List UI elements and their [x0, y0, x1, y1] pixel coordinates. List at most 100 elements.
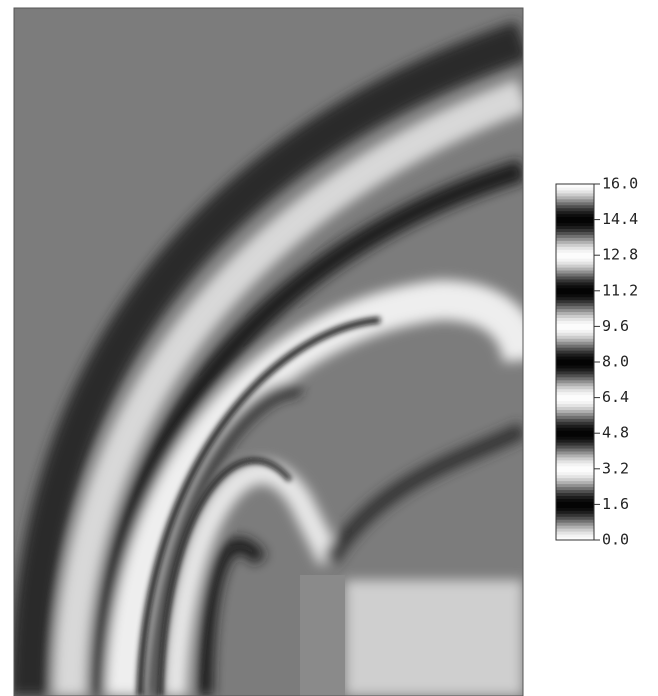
- colorbar-cell: [556, 475, 594, 478]
- colorbar-tick-label: 11.2: [602, 281, 638, 299]
- colorbar-tick-label: 3.2: [602, 459, 629, 477]
- colorbar-cell: [556, 398, 594, 401]
- colorbar: [556, 184, 594, 541]
- colorbar-cell: [556, 344, 594, 347]
- colorbar-tick-label: 9.6: [602, 317, 629, 335]
- colorbar-cell: [556, 407, 594, 410]
- colorbar-cell: [556, 323, 594, 326]
- colorbar-cell: [556, 309, 594, 312]
- colorbar-cell: [556, 220, 594, 223]
- colorbar-cell: [556, 214, 594, 217]
- fringe-image: [14, 8, 523, 696]
- colorbar-cell: [556, 510, 594, 513]
- colorbar-cell: [556, 498, 594, 501]
- colorbar-cell: [556, 365, 594, 368]
- colorbar-cell: [556, 493, 594, 496]
- colorbar-cell: [556, 243, 594, 246]
- colorbar-cell: [556, 217, 594, 220]
- colorbar-cell: [556, 291, 594, 294]
- colorbar-cell: [556, 208, 594, 211]
- colorbar-cell: [556, 196, 594, 199]
- colorbar-cell: [556, 478, 594, 481]
- colorbar-cell: [556, 261, 594, 264]
- colorbar-cell: [556, 234, 594, 237]
- colorbar-cell: [556, 359, 594, 362]
- colorbar-cell: [556, 513, 594, 516]
- colorbar-cell: [556, 255, 594, 258]
- colorbar-cell: [556, 401, 594, 404]
- colorbar-cell: [556, 439, 594, 442]
- colorbar-tick-label: 14.4: [602, 210, 638, 228]
- colorbar-cell: [556, 199, 594, 202]
- colorbar-cell: [556, 312, 594, 315]
- colorbar-cell: [556, 318, 594, 321]
- colorbar-cell: [556, 347, 594, 350]
- colorbar-cell: [556, 392, 594, 395]
- colorbar-cell: [556, 329, 594, 332]
- colorbar-cell: [556, 490, 594, 493]
- colorbar-cell: [556, 409, 594, 412]
- colorbar-cell: [556, 231, 594, 234]
- colorbar-cell: [556, 338, 594, 341]
- colorbar-cell: [556, 487, 594, 490]
- colorbar-cell: [556, 273, 594, 276]
- colorbar-cell: [556, 306, 594, 309]
- colorbar-cell: [556, 448, 594, 451]
- colorbar-tick-label: 0.0: [602, 531, 629, 549]
- colorbar-cell: [556, 193, 594, 196]
- colorbar-cell: [556, 294, 594, 297]
- colorbar-cell: [556, 326, 594, 329]
- colorbar-cell: [556, 202, 594, 205]
- colorbar-cell: [556, 335, 594, 338]
- colorbar-cell: [556, 223, 594, 226]
- colorbar-cell: [556, 270, 594, 273]
- colorbar-cell: [556, 525, 594, 528]
- colorbar-cell: [556, 264, 594, 267]
- colorbar-tick-label: 4.8: [602, 424, 629, 442]
- colorbar-cell: [556, 362, 594, 365]
- colorbar-tick-label: 12.8: [602, 246, 638, 264]
- colorbar-cell: [556, 320, 594, 323]
- colorbar-cell: [556, 519, 594, 522]
- colorbar-cell: [556, 226, 594, 229]
- colorbar-cell: [556, 240, 594, 243]
- colorbar-cell: [556, 516, 594, 519]
- colorbar-cell: [556, 430, 594, 433]
- colorbar-cell: [556, 332, 594, 335]
- colorbar-cell: [556, 187, 594, 190]
- colorbar-cell: [556, 507, 594, 510]
- colorbar-cell: [556, 205, 594, 208]
- colorbar-cell: [556, 341, 594, 344]
- colorbar-tick-label: 1.6: [602, 495, 629, 513]
- colorbar-cell: [556, 297, 594, 300]
- colorbar-cell: [556, 531, 594, 534]
- colorbar-cell: [556, 279, 594, 282]
- colorbar-cell: [556, 418, 594, 421]
- colorbar-cell: [556, 285, 594, 288]
- figure: 0.01.63.24.86.48.09.611.212.814.416.0: [0, 0, 658, 696]
- colorbar-cell: [556, 353, 594, 356]
- colorbar-cell: [556, 436, 594, 439]
- colorbar-cell: [556, 404, 594, 407]
- colorbar-cell: [556, 380, 594, 383]
- colorbar-cell: [556, 267, 594, 270]
- colorbar-cell: [556, 457, 594, 460]
- colorbar-cell: [556, 252, 594, 255]
- colorbar-cell: [556, 300, 594, 303]
- colorbar-cell: [556, 424, 594, 427]
- colorbar-cell: [556, 534, 594, 537]
- colorbar-cell: [556, 356, 594, 359]
- colorbar-cell: [556, 415, 594, 418]
- colorbar-cell: [556, 395, 594, 398]
- colorbar-cell: [556, 229, 594, 232]
- colorbar-cell: [556, 528, 594, 531]
- colorbar-cell: [556, 315, 594, 318]
- colorbar-cell: [556, 184, 594, 187]
- colorbar-cell: [556, 386, 594, 389]
- colorbar-cell: [556, 389, 594, 392]
- colorbar-tick-label: 8.0: [602, 353, 629, 371]
- colorbar-cell: [556, 412, 594, 415]
- colorbar-cell: [556, 442, 594, 445]
- colorbar-cell: [556, 454, 594, 457]
- colorbar-cell: [556, 427, 594, 430]
